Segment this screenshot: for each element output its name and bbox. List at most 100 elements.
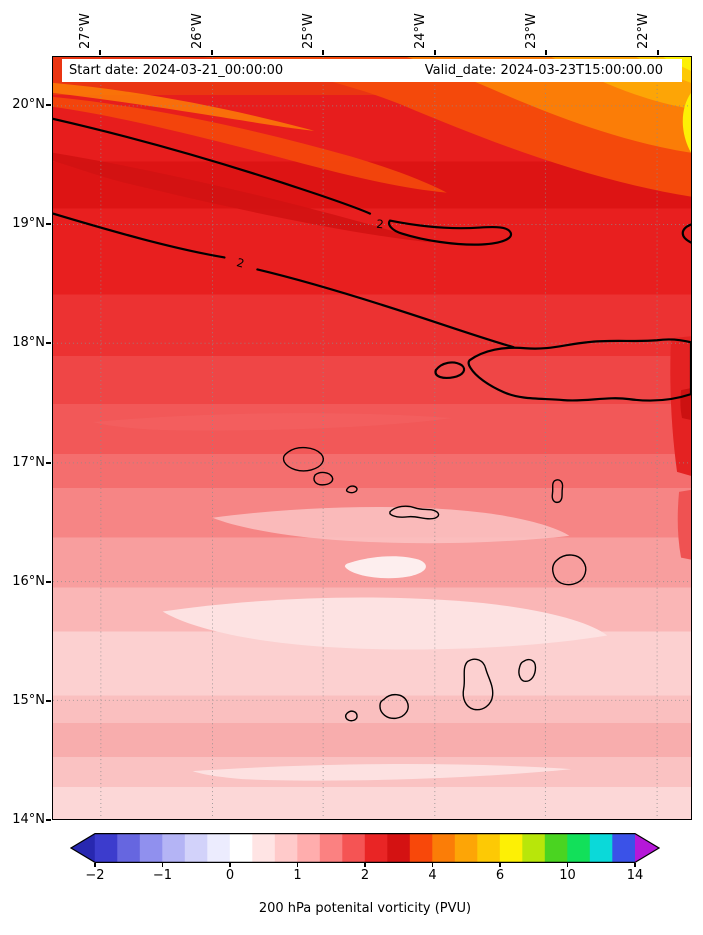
pv2-contour-blob-18N <box>467 338 691 402</box>
colorbar-tick-mark <box>229 863 231 867</box>
colorbar-segment <box>117 833 141 863</box>
colorbar-segment <box>454 833 478 863</box>
island-outline-9 <box>379 694 409 720</box>
pv-field: 2 2 <box>53 57 691 819</box>
colorbar-tick-label: 0 <box>225 868 235 883</box>
orange-streak-2-band <box>53 82 315 131</box>
colorbar-segment <box>229 833 253 863</box>
island-outline-6 <box>552 554 587 586</box>
colorbar-left-arrow <box>71 833 95 863</box>
colorbar-tick-label: 2 <box>360 868 370 883</box>
colorbar-segment <box>274 833 298 863</box>
white-patch-band <box>344 556 426 579</box>
valid-date-text: Valid_date: 2024-03-23T15:00:00.00 <box>424 63 663 78</box>
pv2-contour-lower-b <box>256 268 515 349</box>
lat-tick-mark <box>46 462 51 464</box>
colorbar-label: 200 hPa potenital vorticity (PVU) <box>258 901 472 916</box>
lon-tick-label: 22°W <box>636 13 651 49</box>
lon-tick-mark <box>99 50 101 55</box>
colorbar-tick-label: 10 <box>559 868 576 883</box>
colorbar-segment <box>432 833 456 863</box>
colorbar-tick-mark <box>499 863 501 867</box>
colorbar-tick-label: 4 <box>428 868 437 883</box>
pale-streak-bottom-band <box>192 764 572 781</box>
colorbar-tick-mark <box>566 863 569 867</box>
colorbar-segment <box>139 833 163 863</box>
colorbar-segment <box>522 833 546 863</box>
colorbar-segment <box>94 833 118 863</box>
colorbar-segment <box>162 833 186 863</box>
colorbar-tick-label: −1 <box>152 868 173 883</box>
lat-tick-label: 20°N <box>12 97 45 112</box>
right-edge-maroon-band <box>680 388 691 421</box>
colorbar-segment <box>252 833 276 863</box>
lat-tick-label: 14°N <box>12 812 45 827</box>
colorbar-segment <box>342 833 366 863</box>
pv2-contour-upper <box>53 117 372 215</box>
lon-tick-label: 26°W <box>190 13 205 49</box>
mid-red-streak-band <box>92 413 452 431</box>
lat-tick-label: 17°N <box>12 455 45 470</box>
colorbar-tick-label: −2 <box>85 868 105 883</box>
lat-tick-label: 19°N <box>12 216 45 231</box>
island-outline-4 <box>389 505 440 520</box>
lon-tick-label: 27°W <box>78 13 93 49</box>
lat-tick-mark <box>46 819 51 821</box>
colorbar-segment <box>612 833 636 863</box>
island-outline-10 <box>344 710 358 722</box>
lat-tick-mark <box>46 223 51 225</box>
island-outline-3 <box>345 485 358 494</box>
island-outline-7 <box>518 658 537 683</box>
colorbar-segment <box>364 833 388 863</box>
orange-streak-1-band <box>53 96 447 193</box>
colorbar-segment <box>567 833 591 863</box>
colorbar-tick-labels: −2 −1 0 1 2 4 6 10 14 <box>70 868 660 884</box>
lat-tick-mark <box>46 342 51 344</box>
start-date-text: Start date: 2024-03-21_00:00:00 <box>69 63 284 78</box>
colorbar-segment <box>589 833 613 863</box>
contour-label-2-lower: 2 <box>235 255 246 270</box>
island-outline-2 <box>313 471 334 486</box>
deep-red-streak-band <box>53 152 432 243</box>
gridlines <box>53 57 691 819</box>
colorbar-segment <box>409 833 433 863</box>
colorbar-right-arrow <box>635 833 659 863</box>
colorbar-tick-mark <box>634 863 636 867</box>
pv2-contour-right-edge-arc <box>681 223 691 244</box>
colorbar-segment <box>297 833 321 863</box>
lon-tick-mark <box>322 50 324 55</box>
lon-tick-mark <box>434 50 436 55</box>
lon-tick-mark <box>545 50 547 55</box>
colorbar-segment <box>477 833 501 863</box>
colorbar-tick-mark <box>296 863 299 867</box>
contour-label-2-upper: 2 <box>376 217 385 232</box>
colorbar-segment <box>387 833 411 863</box>
lat-tick-mark <box>46 700 51 702</box>
pale-band-17N-band <box>212 506 570 544</box>
lon-tick-mark <box>657 50 659 55</box>
date-banner: Start date: 2024-03-21_00:00:00 Valid_da… <box>62 59 682 82</box>
coastlines <box>282 446 587 722</box>
colorbar-tick-label: 14 <box>626 868 644 883</box>
island-outline-5 <box>551 479 564 504</box>
pv2-contour-closed-19N <box>388 219 513 246</box>
colorbar-tick-label: 1 <box>293 868 302 883</box>
colorbar-segment <box>184 833 208 863</box>
lat-tick-mark <box>46 581 51 583</box>
colorbar-segment <box>499 833 523 863</box>
right-edge-mid-red-band <box>677 489 691 560</box>
colorbar-tick-label: 6 <box>495 868 505 883</box>
colorbar-outline <box>70 833 660 863</box>
colorbar-segment <box>207 833 231 863</box>
colorbar-segment <box>544 833 568 863</box>
colorbar-tick-mark <box>431 863 434 867</box>
lat-tick-label: 18°N <box>12 335 45 350</box>
map-plot: 2 2 Start date: 2024-03-21_00:00:00 Vali… <box>52 56 692 820</box>
pv-contour-lines <box>53 117 691 402</box>
lon-tick-label: 25°W <box>301 13 316 49</box>
lat-tick-label: 15°N <box>12 693 45 708</box>
colorbar-tick-mark <box>364 863 366 867</box>
colorbar-segment <box>319 833 343 863</box>
pv2-contour-small-blob <box>434 361 466 379</box>
